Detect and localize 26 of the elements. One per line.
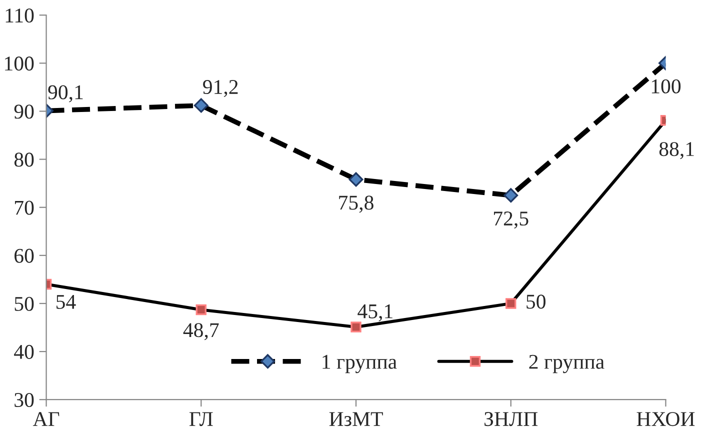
data-label: 50	[526, 294, 546, 309]
y-tick-label: 70	[15, 200, 34, 215]
x-tick-label: ГЛ	[189, 412, 213, 426]
x-tick-label: ЗНЛП	[484, 412, 538, 426]
x-tick-label: АГ	[32, 412, 60, 426]
x-tick-label: ИзМТ	[329, 412, 383, 426]
legend-label: 2 группа	[529, 354, 604, 374]
data-label: 72,5	[494, 212, 528, 229]
data-label: 100	[652, 79, 681, 94]
data-label: 48,7	[183, 323, 219, 340]
y-tick-label: 100	[5, 56, 34, 71]
data-label: 45,1	[358, 304, 392, 322]
y-tick-label: 90	[14, 104, 34, 119]
legend-label: 1 группа	[322, 354, 397, 374]
y-tick-label: 60	[14, 248, 34, 263]
y-tick-label: 110	[6, 8, 34, 23]
y-tick-label: 40	[14, 344, 34, 359]
y-tick-label: 50	[14, 296, 34, 311]
y-tick-label: 80	[14, 152, 34, 167]
data-label: 90,1	[48, 85, 83, 102]
data-label: 75,8	[339, 196, 374, 213]
data-label: 54	[56, 294, 76, 309]
x-tick-label: НХОИ	[636, 412, 695, 426]
data-label: 91,2	[203, 80, 238, 98]
data-label: 88,1	[659, 142, 694, 160]
y-tick-label: 30	[14, 392, 34, 408]
